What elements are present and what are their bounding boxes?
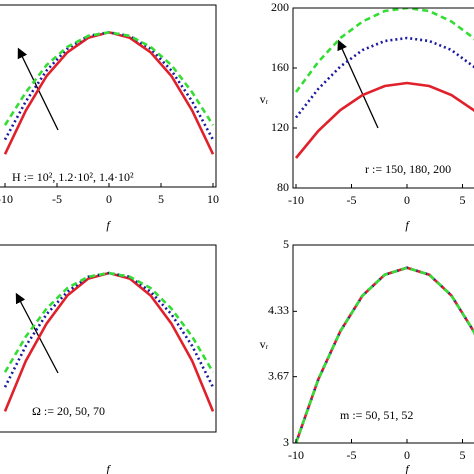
annotation: r := 150, 180, 200 [365,162,451,176]
y-tick-label: 80 [277,180,289,194]
series-line [3,30,215,126]
panel: Ω := 20, 50, 70 f [0,244,217,474]
x-tick-label: 5 [460,193,466,207]
x-axis-label: f [106,462,111,474]
series-line [294,266,474,443]
annotation: Ω := 20, 50, 70 [32,404,105,418]
x-tick-label: -10 [0,192,13,206]
x-tick-label: -5 [52,192,62,206]
x-tick-label: 5 [460,448,466,462]
arrow [15,292,59,374]
panel: -10 -5 0 5 3 3.67 4.33 5 m := 50, 51, 52 f vᵣ [260,237,474,474]
plot-frame [0,4,217,188]
y-tick-label: 5 [283,237,289,251]
y-tick-label: 4.33 [268,303,289,317]
series-line [294,8,474,93]
series-line [294,81,474,159]
annotation: H := 10², 1.2·10², 1.4·10² [12,170,134,184]
series-line [294,266,474,443]
x-axis-label: f [106,218,111,232]
arrow [337,39,379,129]
y-tick-label: 3 [283,435,289,449]
series-line [3,30,215,155]
series-line [3,271,215,373]
series-line [3,271,215,412]
y-axis-label: vᵣ [260,337,269,351]
y-tick-label: 160 [271,60,289,74]
x-tick-label: -10 [288,448,304,462]
x-tick-label: 0 [106,192,112,206]
x-tick-label: 10 [207,192,219,206]
x-tick-label: -5 [347,193,357,207]
panel: -10 -5 0 5 10 H := 10², 1.2·10², 1.4·10² f [0,4,219,232]
y-tick-label: 3.67 [268,368,289,382]
x-axis-label: f [405,462,410,474]
x-tick-label: 0 [404,448,410,462]
x-tick-label: 5 [158,192,164,206]
x-tick-label: 0 [404,193,410,207]
x-tick-label: -10 [288,193,304,207]
x-tick-label: -5 [347,448,357,462]
series-line [294,36,474,119]
series-line [3,271,215,388]
plot-frame [0,244,217,433]
y-axis-label: vᵣ [260,92,269,106]
x-axis-label: f [405,218,410,232]
panel: -10 -5 0 5 80 120 160 200 r := 150, 180, 200 f vᵣ [260,0,474,232]
y-tick-label: 200 [271,0,289,14]
y-tick-label: 120 [271,120,289,134]
annotation: m := 50, 51, 52 [340,408,413,422]
